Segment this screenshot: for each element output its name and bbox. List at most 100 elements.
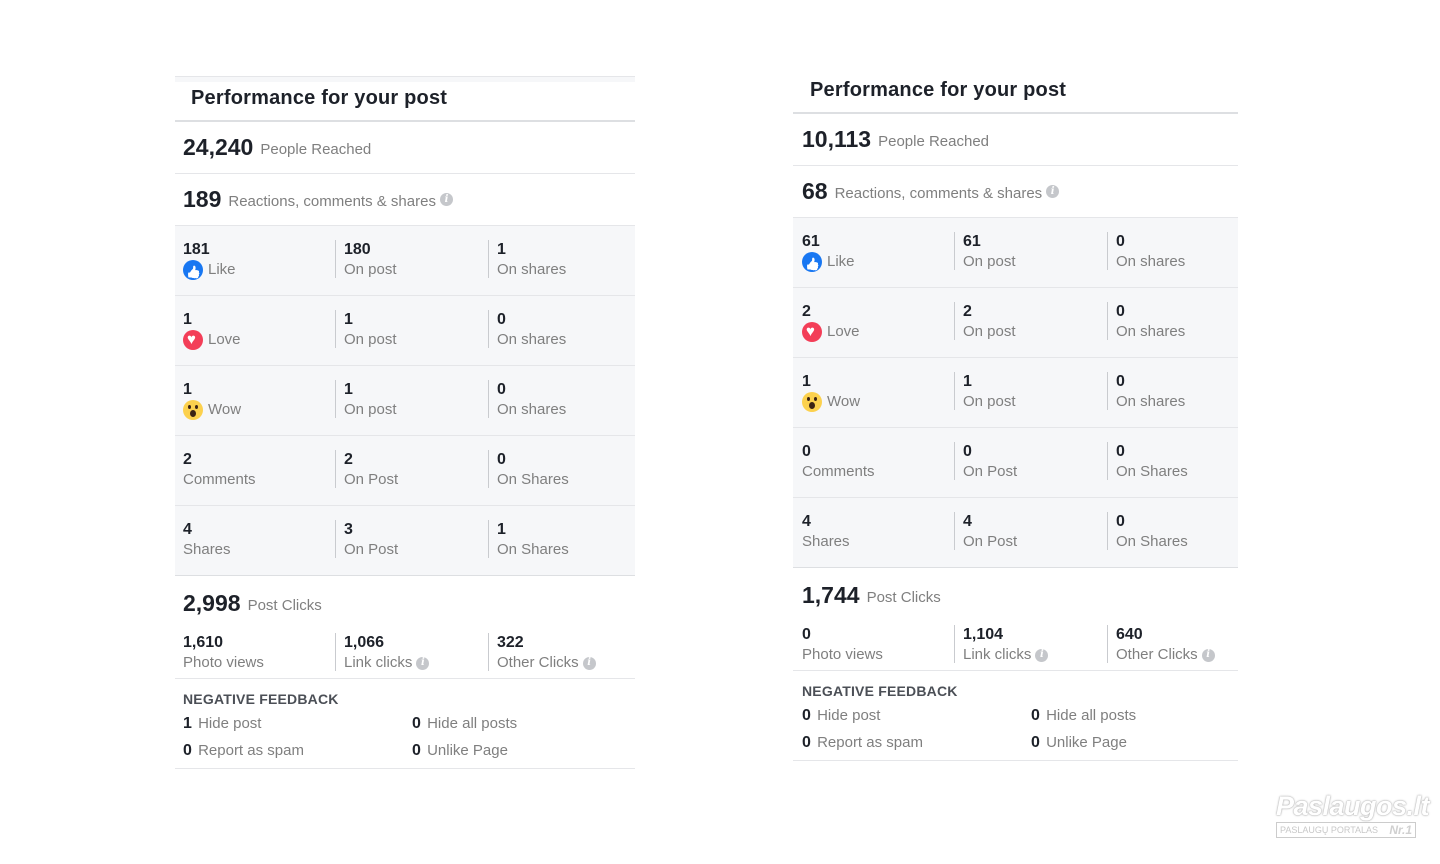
wow-count: 1 bbox=[183, 381, 192, 398]
on-post-count: 0 bbox=[963, 443, 972, 460]
people-reached-summary: 10,113 People Reached bbox=[793, 114, 1238, 166]
like-icon bbox=[802, 252, 822, 272]
people-reached-value: 24,240 bbox=[183, 134, 254, 160]
on-shares-label: On Shares bbox=[497, 471, 569, 488]
post-clicks-summary: 1,744 Post Clicks bbox=[793, 568, 1238, 621]
table-row: 1 Love 1 On post 0 On shares bbox=[175, 296, 635, 366]
panel-title: Performance for your post bbox=[175, 82, 635, 122]
on-shares-label: On Shares bbox=[1116, 463, 1188, 480]
engagement-label: Reactions, comments & shares bbox=[228, 193, 436, 210]
photo-views-label: Photo views bbox=[802, 646, 883, 663]
on-shares-count: 0 bbox=[497, 311, 506, 328]
info-icon[interactable]: i bbox=[582, 656, 596, 670]
clicks-breakdown: 1,610 Photo views 1,066 Link clicks i 322… bbox=[175, 629, 635, 679]
on-shares-count: 0 bbox=[1116, 303, 1125, 320]
on-post-cell: 3 On Post bbox=[335, 520, 398, 558]
love-icon bbox=[802, 322, 822, 342]
hide-post-stat: 1 Hide post bbox=[183, 715, 262, 732]
table-row: 181 Like 180 On post 1 On shares bbox=[175, 226, 635, 296]
other-clicks-label: Other Clicks bbox=[1116, 646, 1198, 663]
on-post-count: 1 bbox=[963, 373, 972, 390]
post-clicks-value: 2,998 bbox=[183, 590, 241, 616]
negative-feedback-title: NEGATIVE FEEDBACK bbox=[802, 683, 958, 699]
report-spam-stat: 0 Report as spam bbox=[183, 742, 304, 759]
on-shares-cell: 0 On shares bbox=[1107, 302, 1185, 340]
report-spam-stat: 0 Report as spam bbox=[802, 734, 923, 751]
comments-label: Comments bbox=[802, 463, 875, 480]
engagement-value: 68 bbox=[802, 178, 828, 204]
table-row: 1 Wow 1 On post 0 On shares bbox=[175, 366, 635, 436]
table-row: 4 Shares 3 On Post 1 On Shares bbox=[175, 506, 635, 575]
on-shares-count: 0 bbox=[1116, 443, 1125, 460]
info-icon[interactable]: i bbox=[1046, 185, 1060, 198]
on-shares-count: 0 bbox=[1116, 233, 1125, 250]
on-post-label: On Post bbox=[963, 533, 1018, 550]
shares-count: 4 bbox=[183, 521, 192, 538]
table-row: 2 Comments 2 On Post 0 On Shares bbox=[175, 436, 635, 506]
on-shares-cell: 1 On shares bbox=[488, 240, 566, 278]
info-icon[interactable]: i bbox=[1201, 648, 1215, 662]
wow-cell: 1 Wow bbox=[183, 380, 241, 420]
on-post-count: 2 bbox=[344, 451, 353, 468]
on-post-count: 2 bbox=[963, 303, 972, 320]
link-clicks-label: Link clicks bbox=[963, 646, 1032, 663]
info-icon[interactable]: i bbox=[1035, 648, 1049, 662]
wow-label: Wow bbox=[827, 393, 861, 410]
photo-views-cell: 1,610 Photo views bbox=[183, 633, 264, 673]
other-clicks-cell: 322 Other Clicks i bbox=[488, 633, 596, 671]
love-label: Love bbox=[208, 331, 241, 348]
love-cell: 2 Love bbox=[802, 302, 860, 342]
on-shares-count: 1 bbox=[497, 521, 506, 538]
love-label: Love bbox=[827, 323, 860, 340]
info-icon[interactable]: i bbox=[439, 193, 453, 206]
comments-cell: 0 Comments bbox=[802, 442, 875, 482]
table-row: 0 Comments 0 On Post 0 On Shares bbox=[793, 428, 1238, 498]
like-count: 61 bbox=[802, 233, 820, 250]
love-count: 1 bbox=[183, 311, 192, 328]
on-post-label: On Post bbox=[344, 541, 399, 558]
wow-count: 1 bbox=[802, 373, 811, 390]
watermark-brand: Paslaugos.lt bbox=[1276, 791, 1430, 821]
on-post-label: On Post bbox=[344, 471, 399, 488]
shares-cell: 4 Shares bbox=[183, 520, 231, 560]
hide-all-posts-stat: 0 Hide all posts bbox=[1031, 707, 1137, 724]
on-shares-cell: 0 On shares bbox=[1107, 232, 1185, 270]
photo-views-cell: 0 Photo views bbox=[802, 625, 883, 665]
on-shares-cell: 0 On shares bbox=[488, 380, 566, 418]
engagement-value: 189 bbox=[183, 186, 222, 212]
wow-icon bbox=[183, 400, 203, 420]
photo-views-count: 0 bbox=[802, 626, 811, 643]
people-reached-label: People Reached bbox=[260, 141, 372, 158]
other-clicks-count: 640 bbox=[1116, 626, 1143, 643]
on-post-cell: 2 On post bbox=[954, 302, 1016, 340]
people-reached-label: People Reached bbox=[878, 133, 990, 150]
comments-label: Comments bbox=[183, 471, 256, 488]
watermark-badge: Nr.1 bbox=[1389, 823, 1412, 837]
on-shares-label: On shares bbox=[1116, 253, 1186, 270]
people-reached-summary: 24,240 People Reached bbox=[175, 122, 635, 174]
on-shares-cell: 0 On Shares bbox=[1107, 512, 1188, 550]
on-post-count: 1 bbox=[344, 381, 353, 398]
on-post-label: On post bbox=[344, 331, 397, 348]
on-shares-label: On Shares bbox=[497, 541, 569, 558]
negative-feedback-section: NEGATIVE FEEDBACK 1 Hide post 0 Hide all… bbox=[175, 679, 635, 769]
on-shares-label: On shares bbox=[1116, 393, 1186, 410]
panel-top-divider bbox=[175, 76, 635, 82]
like-count: 181 bbox=[183, 241, 210, 258]
shares-label: Shares bbox=[802, 533, 850, 550]
engagement-summary: 189 Reactions, comments & shares i bbox=[175, 174, 635, 226]
on-post-count: 61 bbox=[963, 233, 981, 250]
comments-count: 2 bbox=[183, 451, 192, 468]
on-shares-cell: 0 On shares bbox=[1107, 372, 1185, 410]
on-post-count: 1 bbox=[344, 311, 353, 328]
comments-count: 0 bbox=[802, 443, 811, 460]
table-row: 1 Wow 1 On post 0 On shares bbox=[793, 358, 1238, 428]
love-icon bbox=[183, 330, 203, 350]
wow-icon bbox=[802, 392, 822, 412]
hide-all-posts-stat: 0 Hide all posts bbox=[412, 715, 518, 732]
info-icon[interactable]: i bbox=[416, 656, 430, 670]
on-post-label: On post bbox=[963, 393, 1016, 410]
on-post-label: On post bbox=[963, 323, 1016, 340]
like-cell: 61 Like bbox=[802, 232, 855, 272]
link-clicks-cell: 1,104 Link clicks i bbox=[954, 625, 1049, 663]
